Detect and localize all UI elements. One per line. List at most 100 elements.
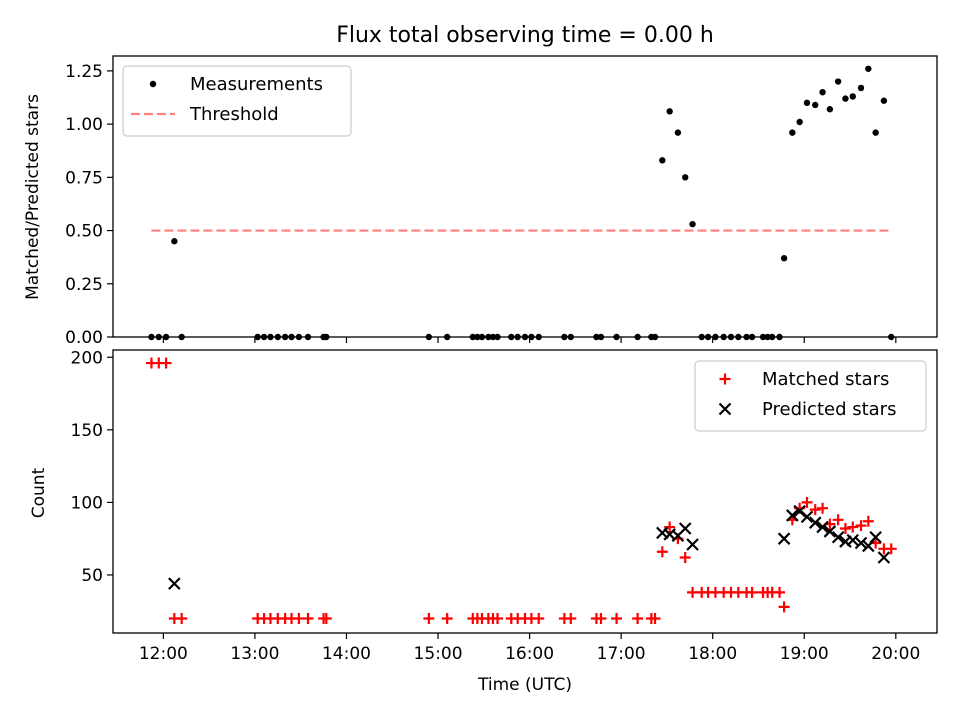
measurement-point — [834, 78, 842, 85]
legend-swatch-measurements — [149, 80, 157, 88]
matched-stars-point — [632, 612, 644, 624]
predicted-stars-point — [869, 530, 882, 544]
legend-label: Measurements — [190, 74, 323, 95]
matched-stars-point — [817, 502, 829, 514]
matched-stars-point — [801, 496, 813, 508]
matched-stars-point — [595, 612, 607, 624]
matched-stars-point — [774, 586, 786, 598]
matched-stars-point — [839, 523, 851, 535]
predicted-stars-point — [168, 577, 181, 590]
y-tick-label: 0.50 — [65, 222, 103, 242]
predicted-stars-point — [786, 509, 799, 522]
matched-stars-point — [885, 543, 897, 555]
chart-title: Flux total observing time = 0.00 h — [336, 23, 714, 48]
bottom-panel: 50 100 150 200 12:00 13:00 14:00 15:00 16:00 17:0… — [71, 348, 938, 664]
predicted-stars-point — [678, 522, 692, 535]
x-tick-label: 15:00 — [414, 644, 463, 664]
matched-stars-point — [679, 552, 691, 564]
matched-stars-point — [664, 521, 676, 533]
measurement-point — [780, 255, 788, 262]
y-tick-label: 0.00 — [65, 328, 103, 348]
measurement-point — [865, 65, 872, 72]
y-tick-label: 150 — [71, 421, 103, 441]
x-tick-label: 20:00 — [871, 644, 920, 664]
x-tick-label: 12:00 — [139, 644, 188, 664]
predicted-stars-point — [846, 533, 860, 547]
measurement-point — [849, 93, 856, 100]
measurement-point — [857, 84, 865, 92]
predicted-stars-point — [816, 520, 829, 534]
x-tick-label: 17:00 — [597, 644, 646, 664]
legend-label: Matched stars — [762, 369, 889, 390]
y-tick-label: 200 — [71, 348, 103, 368]
y-tick-label: 50 — [81, 566, 103, 586]
matched-stars-point — [533, 612, 545, 624]
x-tick-label: 18:00 — [688, 644, 737, 664]
legend-label: Predicted stars — [762, 399, 896, 420]
matched-stars-point — [746, 586, 758, 598]
y-tick-label: 1.00 — [65, 115, 103, 135]
measurement-point — [789, 129, 796, 136]
measurement-point — [812, 101, 819, 109]
measurement-point — [872, 129, 879, 136]
y-tick-label: 100 — [71, 493, 103, 513]
matched-stars-point — [656, 546, 668, 558]
predicted-stars-point — [854, 536, 868, 550]
plot-frame — [112, 349, 938, 634]
measurement-point — [171, 238, 178, 245]
x-axis-label: Time (UTC) — [477, 675, 572, 695]
predicted-stars-point — [777, 532, 791, 545]
matched-stars-point — [611, 612, 623, 624]
plot-frame — [112, 55, 938, 338]
matched-stars-point — [832, 514, 844, 526]
series-matched-stars — [145, 357, 897, 624]
x-tick-label: 13:00 — [230, 644, 279, 664]
top-panel: 0.00 0.25 0.50 0.75 1.00 1.25 Measurements Thre… — [65, 55, 938, 348]
matched-stars-point — [176, 612, 188, 624]
matched-stars-point — [809, 504, 821, 516]
predicted-stars-point — [686, 538, 699, 551]
legend-box — [694, 360, 927, 432]
matched-stars-point — [423, 612, 435, 624]
measurement-point — [819, 88, 826, 96]
measurement-point — [796, 118, 803, 126]
predicted-stars-point — [800, 510, 814, 524]
predicted-stars-point — [808, 516, 822, 529]
matched-stars-point — [565, 612, 577, 624]
matched-stars-point — [649, 612, 661, 624]
measurement-point — [880, 97, 888, 104]
legend: Matched stars Predicted stars — [694, 360, 927, 432]
bottom-y-axis-label: Count — [29, 467, 49, 518]
matched-stars-point — [847, 521, 859, 533]
top-y-axis-label: Matched/Predicted stars — [23, 94, 43, 300]
measurement-point — [689, 220, 696, 228]
y-tick-label: 1.25 — [65, 62, 103, 82]
x-tick-label: 14:00 — [322, 644, 371, 664]
y-tick-label: 0.75 — [65, 168, 103, 188]
matched-stars-point — [302, 612, 314, 624]
measurement-point — [803, 99, 811, 107]
measurement-point — [666, 108, 673, 115]
legend-box — [122, 65, 352, 137]
legend-label: Threshold — [189, 104, 279, 125]
matched-stars-point — [855, 520, 867, 532]
x-tick-label: 16:00 — [505, 644, 554, 664]
legend: Measurements Threshold — [122, 65, 352, 137]
series-predicted-stars — [168, 504, 891, 590]
matched-stars-point — [862, 515, 874, 527]
matched-stars-point — [778, 601, 790, 613]
measurement-point — [826, 106, 834, 113]
y-tick-label: 0.25 — [65, 275, 103, 295]
measurement-point — [659, 157, 666, 164]
matched-stars-point — [320, 612, 332, 624]
measurement-point — [842, 95, 849, 102]
matched-stars-point — [441, 612, 453, 624]
predicted-stars-point — [877, 551, 891, 564]
measurement-point — [682, 174, 689, 181]
legend-swatch-predicted — [718, 402, 732, 416]
x-tick-label: 19:00 — [780, 644, 829, 664]
predicted-stars-point — [823, 525, 837, 538]
legend-swatch-matched — [719, 373, 731, 385]
predicted-stars-point — [831, 530, 845, 544]
